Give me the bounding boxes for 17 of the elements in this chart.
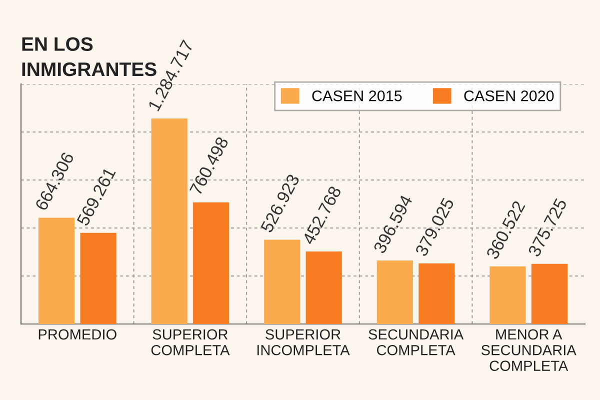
bar <box>306 252 342 324</box>
x-tick-label: MENOR A SECUNDARIA COMPLETA <box>481 329 576 371</box>
x-tick-label: SECUNDARIA COMPLETA <box>368 329 464 356</box>
x-tick-label: SUPERIOR COMPLETA <box>151 329 230 356</box>
bar <box>193 202 230 324</box>
bar <box>376 260 413 324</box>
legend-label: CASEN 2020 <box>464 90 554 102</box>
x-tick-label: PROMEDIO <box>38 329 116 340</box>
x-tick-label: SUPERIOR INCOMPLETA <box>257 329 350 356</box>
bar <box>151 118 188 324</box>
bar <box>418 263 455 324</box>
legend-label: CASEN 2015 <box>312 90 402 102</box>
bar <box>531 264 568 324</box>
bar <box>38 218 75 324</box>
bar <box>264 240 300 324</box>
bar <box>490 266 526 324</box>
bar <box>80 232 116 324</box>
